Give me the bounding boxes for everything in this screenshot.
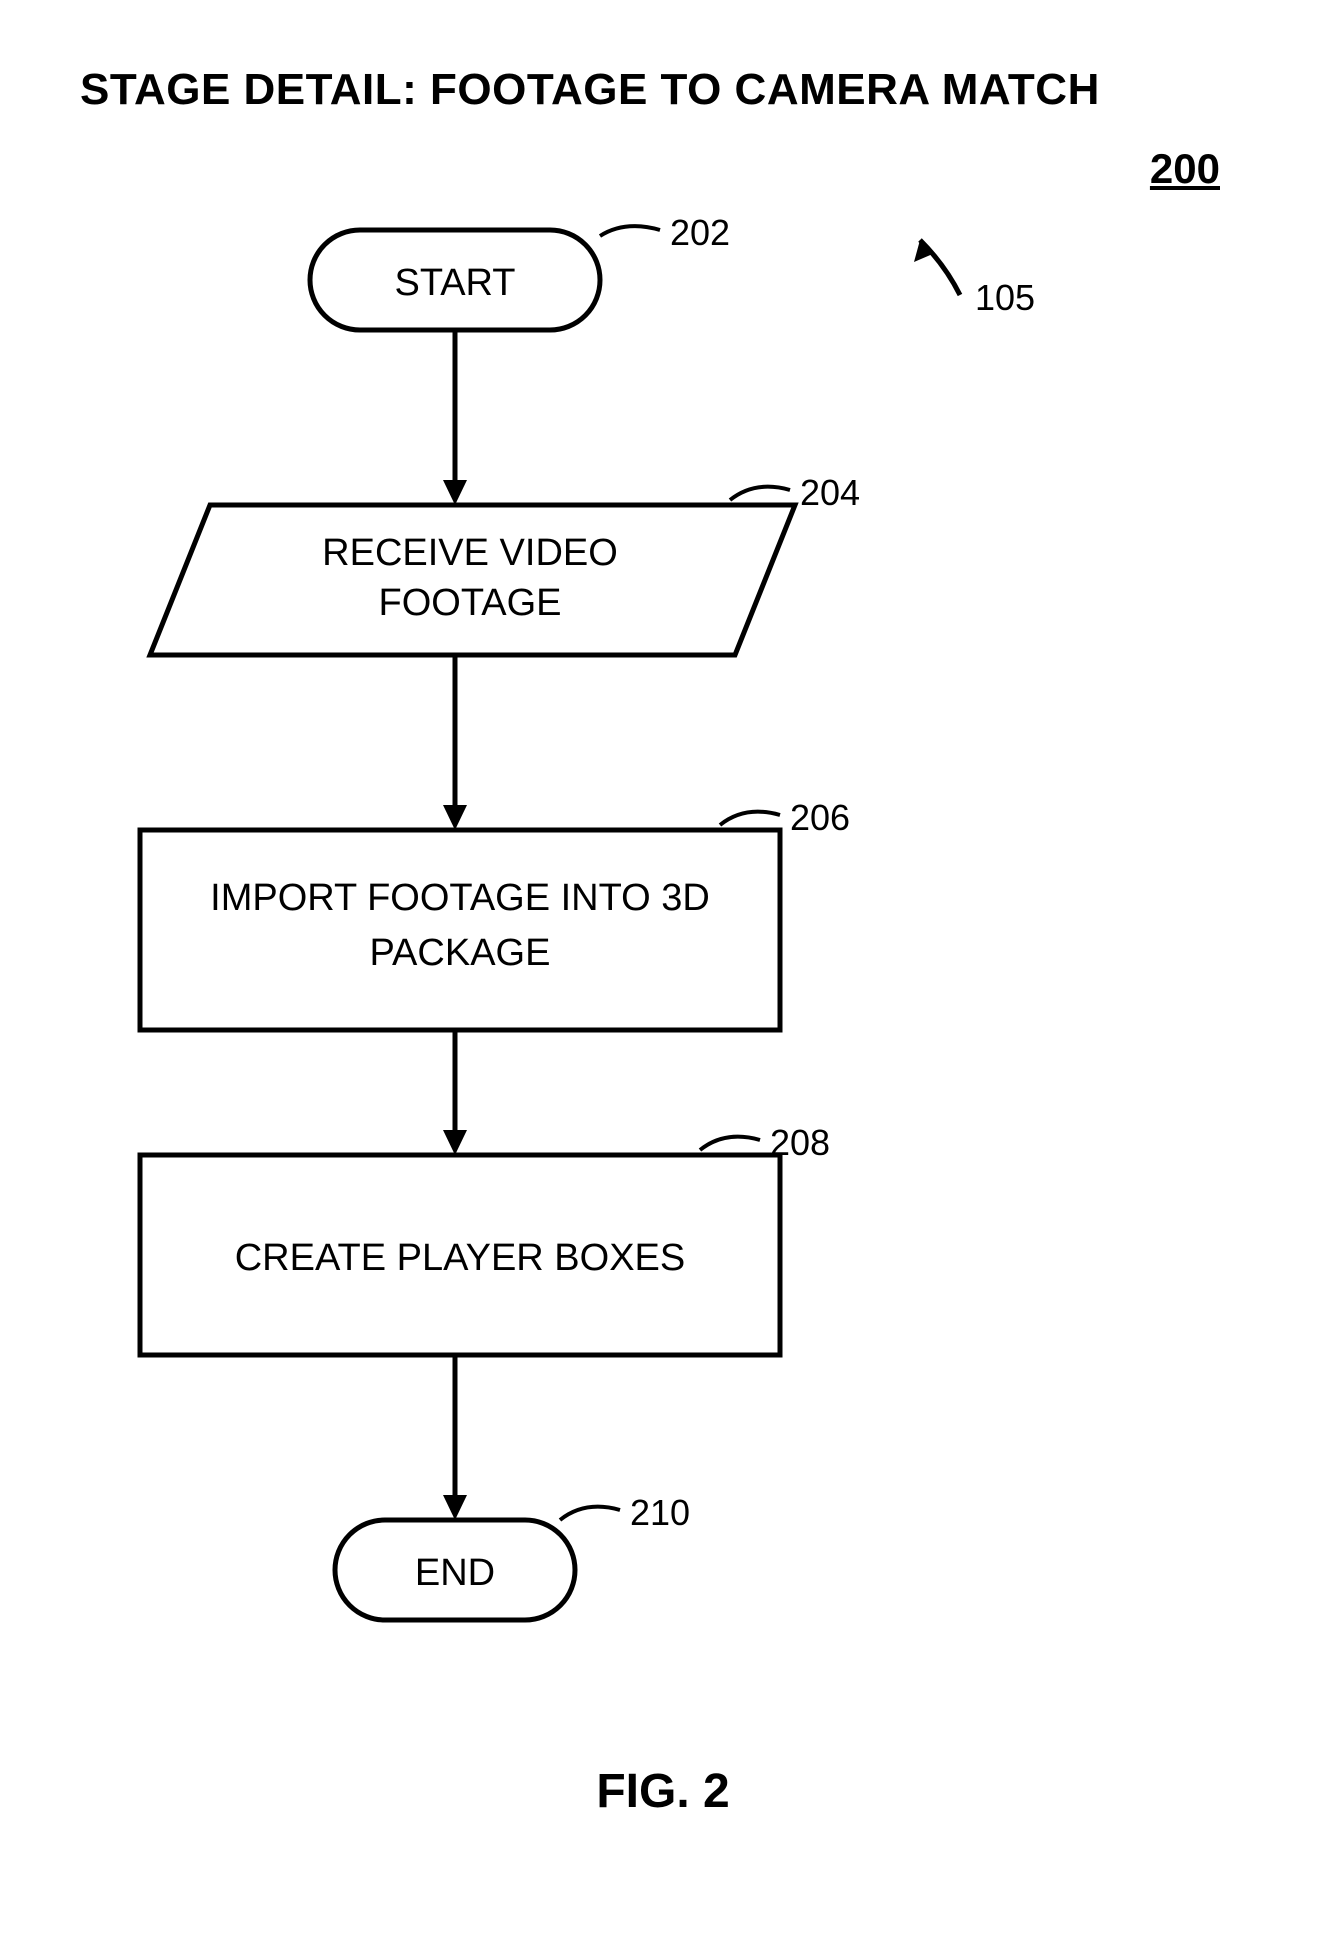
receive-label-2: FOOTAGE (379, 582, 562, 624)
flowchart-svg: START 202 105 RECEIVE VIDEO FOOTAGE 204 … (0, 0, 1326, 1949)
callout-206-line (720, 812, 780, 825)
callout-208-line (700, 1137, 760, 1150)
import-label-2: PACKAGE (370, 932, 551, 974)
end-label: END (415, 1552, 495, 1594)
callout-202-line (600, 226, 660, 236)
arrowhead-3 (443, 1130, 467, 1155)
callout-204-line (730, 487, 790, 500)
ref-105: 105 (975, 277, 1035, 318)
page: STAGE DETAIL: FOOTAGE TO CAMERA MATCH 20… (0, 0, 1326, 1949)
receive-label-1: RECEIVE VIDEO (322, 532, 618, 574)
ref-204: 204 (800, 472, 860, 513)
arrowhead-2 (443, 805, 467, 830)
start-label: START (394, 262, 515, 304)
receive-node (150, 505, 795, 655)
ref-206: 206 (790, 797, 850, 838)
arrowhead-4 (443, 1495, 467, 1520)
create-label: CREATE PLAYER BOXES (235, 1237, 686, 1279)
import-label-1: IMPORT FOOTAGE INTO 3D (210, 877, 710, 919)
ref-208: 208 (770, 1122, 830, 1163)
arrowhead-1 (443, 480, 467, 505)
ref-210: 210 (630, 1492, 690, 1533)
callout-210-line (560, 1507, 620, 1520)
import-node (140, 830, 780, 1030)
ref-202: 202 (670, 212, 730, 253)
